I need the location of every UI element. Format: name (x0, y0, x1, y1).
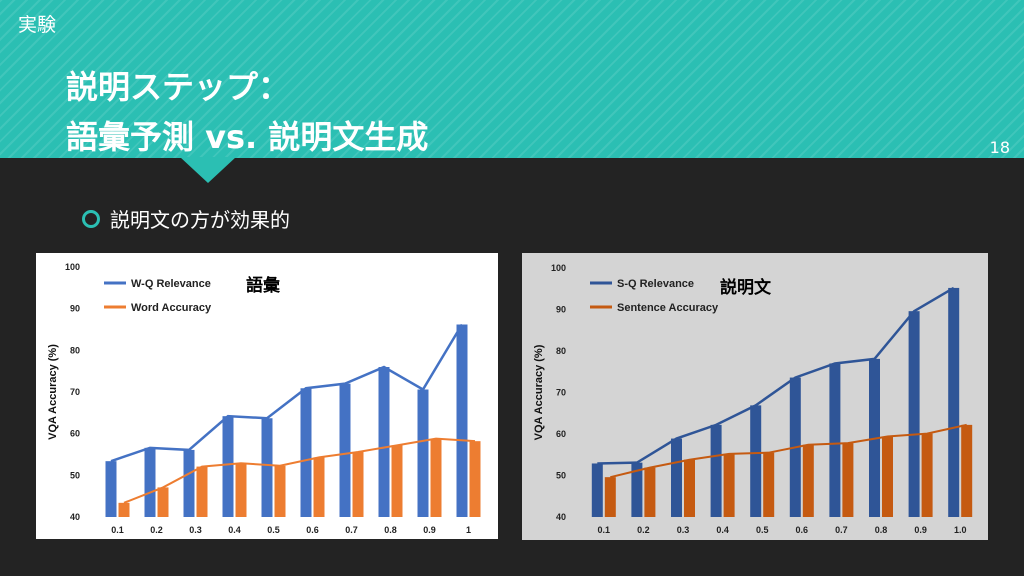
y-tick-label: 80 (556, 346, 566, 356)
bar-word-accuracy (313, 457, 325, 517)
x-tick-label: 0.7 (835, 525, 848, 535)
x-tick-label: 0.5 (756, 525, 769, 535)
bar-s-q-relevance (908, 311, 920, 517)
bar-w-q-relevance (378, 367, 390, 517)
x-tick-label: 0.7 (345, 525, 358, 535)
bar-word-accuracy (352, 452, 364, 517)
chart-panel-sentence: 40 50 60 70 80 90 100 VQA Accuracy (%) 0.1 0.2 0.3… (522, 253, 988, 540)
chart-annotation: 説明文 (720, 277, 772, 297)
bar-sentence-accuracy (763, 452, 775, 517)
x-tick-label: 0.1 (111, 525, 124, 535)
bar-sentence-accuracy (921, 433, 933, 517)
header-notch (180, 157, 236, 183)
series-line-w-q-relevance (110, 323, 464, 463)
bar-word-accuracy (235, 463, 247, 517)
legend-label: W-Q Relevance (131, 278, 211, 290)
y-tick-label: 100 (65, 262, 80, 272)
bar-s-q-relevance (631, 462, 643, 517)
bar-word-accuracy (196, 466, 208, 517)
bar-w-q-relevance (222, 416, 234, 517)
bar-w-q-relevance (456, 324, 468, 517)
y-tick-label: 90 (556, 305, 566, 315)
x-tick-label: 0.3 (189, 525, 202, 535)
x-tick-label: 0.3 (677, 525, 690, 535)
x-tick-label: 0.9 (914, 525, 927, 535)
bar-s-q-relevance (750, 405, 762, 517)
series-line-word-accuracy (123, 437, 476, 504)
x-tick-label: 0.4 (228, 525, 241, 535)
bar-w-q-relevance (417, 389, 429, 517)
bar-word-accuracy (391, 445, 403, 517)
bar-sentence-accuracy (644, 467, 656, 517)
slide-title: 説明ステップ： 語彙予測 vs. 説明文生成 (66, 62, 428, 162)
bar-s-q-relevance (591, 463, 603, 517)
bar-sentence-accuracy (802, 444, 814, 517)
bar-sentence-accuracy (723, 453, 735, 517)
bullet-ring-icon (82, 209, 100, 228)
bar-word-accuracy (157, 487, 169, 517)
y-tick-label: 40 (70, 512, 80, 522)
page-number: 18 (989, 138, 1010, 157)
y-axis-label: VQA Accuracy (%) (47, 344, 59, 440)
bar-sentence-accuracy (684, 459, 695, 517)
series-line-sentence-accuracy (610, 423, 967, 479)
y-tick-label: 70 (556, 388, 566, 398)
bar-sentence-accuracy (882, 436, 893, 517)
bar-w-q-relevance (105, 461, 117, 517)
x-tick-label: 0.2 (150, 525, 163, 535)
bar-w-q-relevance (261, 418, 273, 517)
bar-word-accuracy (274, 465, 286, 517)
x-tick-label: 0.8 (875, 525, 888, 535)
series-line-s-q-relevance (597, 286, 955, 465)
bar-s-q-relevance (710, 424, 722, 517)
bar-sentence-accuracy (604, 477, 616, 517)
x-tick-label: 0.1 (598, 525, 611, 535)
x-tick-label: 0.2 (637, 525, 650, 535)
x-tick-label: 1 (466, 525, 471, 535)
bar-sentence-accuracy (842, 443, 854, 517)
y-tick-label: 40 (556, 512, 566, 522)
x-tick-label: 0.4 (716, 525, 729, 535)
chart-sentence: 40 50 60 70 80 90 100 VQA Accuracy (%) 0.1 0.2 0.3… (533, 263, 973, 535)
bar-sentence-accuracy (961, 424, 973, 517)
y-tick-label: 60 (556, 429, 566, 439)
bar-w-q-relevance (144, 447, 156, 517)
y-tick-label: 80 (70, 345, 80, 355)
y-tick-label: 100 (551, 263, 566, 273)
y-tick-label: 50 (70, 470, 80, 480)
y-tick-label: 90 (70, 304, 80, 314)
bar-w-q-relevance (183, 449, 195, 517)
x-tick-label: 0.9 (423, 525, 436, 535)
slide-header (0, 0, 1024, 158)
chart-annotation: 語彙 (246, 275, 281, 295)
y-tick-label: 70 (70, 387, 80, 397)
title-line-2: 語彙予測 vs. 説明文生成 (66, 118, 429, 156)
bullet-point: 説明文の方が効果的 (82, 204, 290, 233)
chart-panel-word: 40 50 60 70 80 90 100 VQA Accuracy (%) 0.1 0.2 0.3… (36, 253, 498, 539)
bar-s-q-relevance (671, 438, 682, 517)
bar-s-q-relevance (948, 287, 960, 517)
bullet-text: 説明文の方が効果的 (110, 208, 290, 232)
legend-label: S-Q Relevance (617, 278, 694, 290)
bar-word-accuracy (118, 502, 130, 517)
legend-label: Sentence Accuracy (617, 302, 719, 314)
x-tick-label: 0.6 (306, 525, 319, 535)
y-tick-label: 60 (70, 429, 80, 439)
y-axis-label: VQA Accuracy (%) (533, 344, 545, 440)
bar-word-accuracy (469, 441, 481, 517)
section-label: 実験 (18, 14, 57, 36)
y-tick-label: 50 (556, 471, 566, 481)
x-tick-label: 0.8 (384, 525, 397, 535)
bar-word-accuracy (430, 438, 442, 517)
legend-label: Word Accuracy (131, 302, 212, 314)
bar-w-q-relevance (300, 388, 312, 517)
chart-word: 40 50 60 70 80 90 100 VQA Accuracy (%) 0.1 0.2 0.3… (47, 262, 481, 535)
x-tick-label: 1.0 (954, 525, 967, 535)
title-line-1: 説明ステップ： (66, 68, 291, 106)
x-tick-label: 0.6 (796, 525, 809, 535)
bar-w-q-relevance (339, 383, 351, 517)
x-tick-label: 0.5 (267, 525, 280, 535)
bar-s-q-relevance (829, 363, 841, 517)
